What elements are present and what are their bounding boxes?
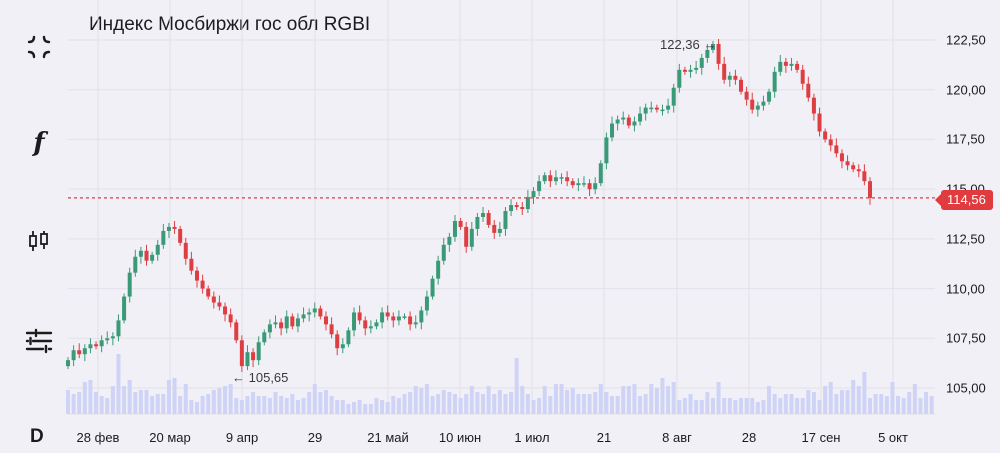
x-axis-label: 1 июл <box>514 430 550 445</box>
x-axis-label: 21 <box>596 430 612 445</box>
x-axis-label: 9 апр <box>225 430 259 445</box>
x-axis-label: 29 <box>307 430 323 445</box>
x-axis-label: 10 июн <box>438 430 482 445</box>
timeframe-button[interactable]: D <box>30 426 44 447</box>
y-axis-label: 105,00 <box>946 380 986 396</box>
candlestick-type-icon[interactable] <box>24 226 54 256</box>
last-price-tag: 114,56 <box>935 190 993 210</box>
y-axis-label: 122,50 <box>946 32 986 48</box>
y-axis-label: 110,00 <box>946 281 985 297</box>
low-value: 105,65 <box>248 370 289 385</box>
high-value: 122,36 <box>660 37 700 52</box>
chart-title: Индекс Мосбиржи гос обл RGBI <box>89 14 371 35</box>
high-annotation: 122,36 → <box>660 37 717 52</box>
fullscreen-collapse-icon[interactable] <box>24 32 54 62</box>
y-axis-label: 120,00 <box>946 82 986 98</box>
indicator-function-icon[interactable]: f <box>33 128 45 158</box>
settings-sliders-icon[interactable] <box>24 326 54 356</box>
x-axis-label: 28 <box>741 430 757 445</box>
y-axis-label: 107,50 <box>946 330 986 346</box>
x-axis-label: 28 фев <box>76 430 120 445</box>
x-axis-label: 20 мар <box>149 430 191 445</box>
x-axis-label: 17 сен <box>801 430 841 445</box>
low-annotation: ← 105,65 <box>232 370 289 385</box>
y-axis-label: 117,50 <box>946 131 985 147</box>
x-axis-label: 5 окт <box>878 430 908 445</box>
y-axis-label: 112,50 <box>946 231 985 247</box>
x-axis-label: 8 авг <box>662 430 692 445</box>
x-axis-label: 21 май <box>367 430 409 445</box>
